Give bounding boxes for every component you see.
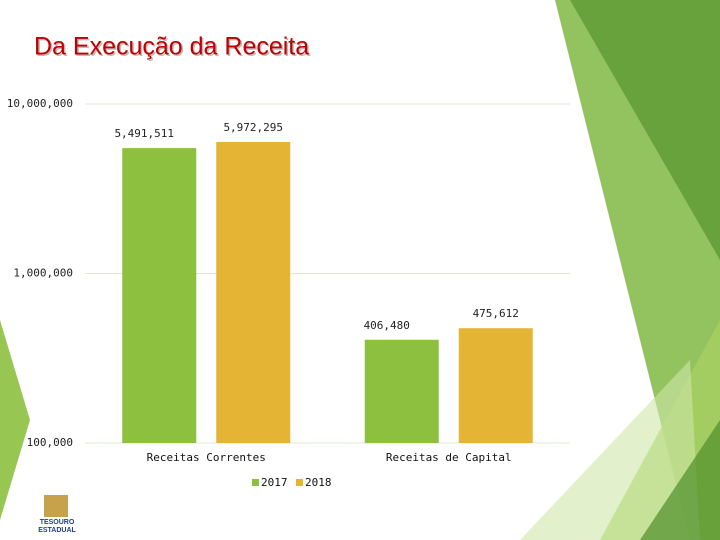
logo-text: ESTADUAL bbox=[38, 527, 76, 534]
legend-swatch bbox=[252, 479, 259, 486]
chart-title: Da Execução da Receita bbox=[34, 33, 309, 61]
x-tick-label: Receitas de Capital bbox=[386, 451, 512, 464]
legend-label: 2018 bbox=[305, 476, 332, 489]
y-tick-label: 1,000,000 bbox=[13, 267, 73, 280]
y-tick-label: 100,000 bbox=[27, 436, 73, 449]
data-label: 406,480 bbox=[364, 319, 410, 332]
legend-label: 2017 bbox=[261, 476, 288, 489]
bar bbox=[216, 141, 291, 443]
data-label: 5,491,511 bbox=[114, 127, 174, 140]
y-tick-label: 10,000,000 bbox=[7, 97, 73, 110]
logo-text: TESOURO bbox=[40, 519, 75, 526]
bar bbox=[364, 339, 439, 443]
data-label: 475,612 bbox=[473, 307, 519, 320]
bar bbox=[458, 328, 533, 443]
x-tick-label: Receitas Correntes bbox=[147, 451, 266, 464]
logo: TESOURO ESTADUAL bbox=[38, 495, 77, 534]
legend-swatch bbox=[296, 479, 303, 486]
data-label: 5,972,295 bbox=[223, 121, 283, 134]
title-shadow: Da Execução da Receita bbox=[36, 34, 311, 62]
bar bbox=[122, 148, 197, 443]
